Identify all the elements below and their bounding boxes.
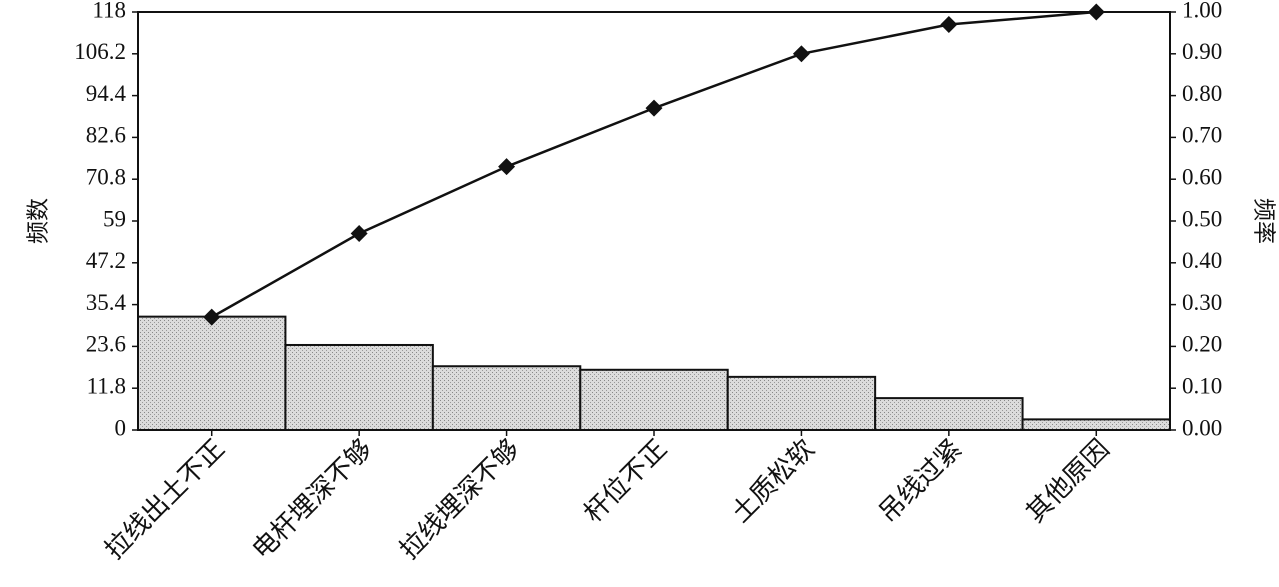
y2-tick-label: 0.30 (1182, 290, 1222, 315)
bar (874, 397, 1024, 432)
y-axis-label: 频数 (25, 198, 50, 244)
x-tick-label: 吊线过紧 (873, 434, 967, 528)
y2-tick-label: 0.10 (1182, 373, 1222, 398)
bar (137, 315, 287, 432)
x-tick-label: 拉线埋深不够 (394, 434, 525, 565)
y-tick-label: 23.6 (86, 332, 126, 357)
y2-tick-label: 0.90 (1182, 39, 1222, 64)
x-tick-label: 其他原因 (1021, 434, 1115, 528)
line-marker (350, 225, 368, 243)
cumulative-line (211, 10, 1097, 319)
y2-tick-label: 1.00 (1182, 0, 1222, 22)
y-tick-label: 47.2 (86, 248, 126, 273)
line-marker (645, 99, 663, 117)
x-tick-label: 杆位不正 (578, 434, 672, 528)
y-tick-label: 118 (92, 0, 126, 22)
line-marker (940, 16, 958, 34)
y2-tick-label: 0.50 (1182, 206, 1222, 231)
x-tick-label: 拉线出土不正 (99, 434, 230, 565)
y-tick-label: 35.4 (86, 290, 127, 315)
y2-tick-label: 0.60 (1182, 164, 1222, 189)
y-tick-label: 0 (115, 415, 127, 440)
y2-tick-label: 0.70 (1182, 123, 1222, 148)
line-marker (203, 308, 221, 326)
y2-tick-label: 0.40 (1182, 248, 1222, 273)
y-tick-label: 106.2 (74, 39, 126, 64)
bar (726, 375, 877, 432)
bar (284, 343, 434, 432)
bar (1021, 418, 1171, 432)
bar (579, 368, 729, 432)
y-tick-label: 82.6 (86, 123, 126, 148)
bar (431, 365, 582, 431)
y2-tick-label: 0.20 (1182, 332, 1222, 357)
y2-axis-label: 频率 (1252, 198, 1277, 244)
line-marker (498, 158, 516, 176)
x-tick-label: 土质松软 (726, 434, 820, 528)
y2-tick-label: 0.80 (1182, 81, 1222, 106)
y-tick-label: 11.8 (87, 373, 126, 398)
line-marker (792, 45, 810, 63)
y2-tick-label: 0.00 (1182, 415, 1222, 440)
y-tick-label: 59 (103, 206, 126, 231)
y-tick-label: 94.4 (86, 81, 127, 106)
y-tick-label: 70.8 (86, 164, 126, 189)
x-tick-label: 电杆埋深不够 (247, 434, 378, 565)
